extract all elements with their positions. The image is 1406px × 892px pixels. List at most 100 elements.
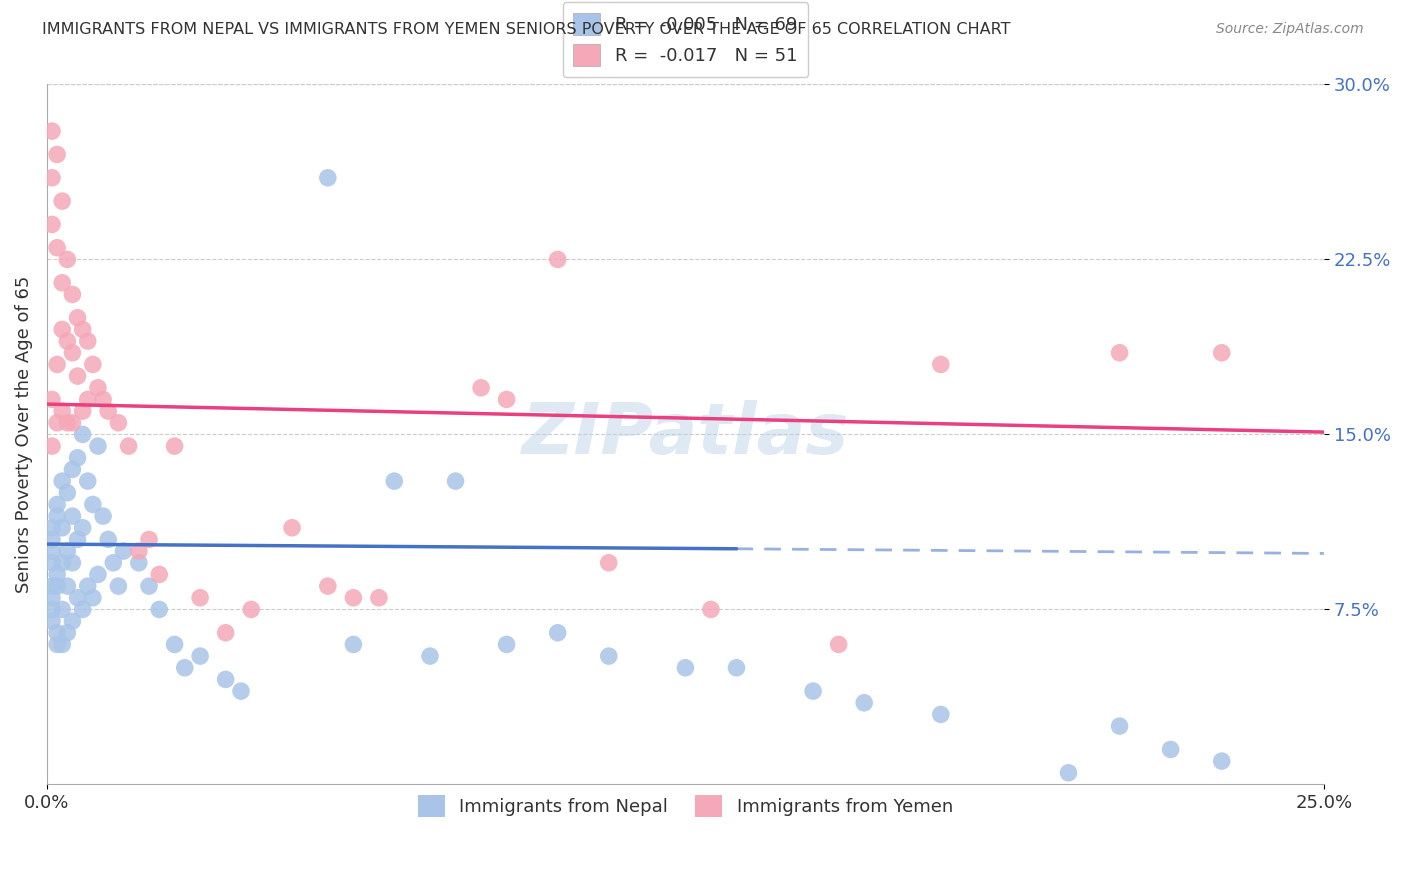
Point bbox=[62, 556, 84, 570]
Point bbox=[240, 602, 263, 616]
Point bbox=[382, 474, 405, 488]
Point bbox=[72, 602, 94, 616]
Point bbox=[56, 334, 79, 348]
Point bbox=[51, 322, 73, 336]
Point bbox=[419, 649, 441, 664]
Point bbox=[700, 602, 723, 616]
Point bbox=[1211, 754, 1233, 768]
Point bbox=[46, 509, 69, 524]
Point bbox=[72, 521, 94, 535]
Point bbox=[97, 533, 120, 547]
Point bbox=[62, 287, 84, 301]
Point bbox=[51, 602, 73, 616]
Point bbox=[51, 404, 73, 418]
Point bbox=[367, 591, 389, 605]
Point bbox=[41, 556, 63, 570]
Point bbox=[128, 556, 150, 570]
Point bbox=[316, 170, 339, 185]
Point bbox=[41, 439, 63, 453]
Point bbox=[444, 474, 467, 488]
Point bbox=[128, 544, 150, 558]
Point bbox=[827, 637, 849, 651]
Point bbox=[72, 427, 94, 442]
Text: ZIPatlas: ZIPatlas bbox=[522, 400, 849, 469]
Point bbox=[46, 416, 69, 430]
Point bbox=[41, 392, 63, 407]
Point bbox=[76, 392, 98, 407]
Point bbox=[46, 358, 69, 372]
Point bbox=[62, 509, 84, 524]
Point bbox=[148, 567, 170, 582]
Y-axis label: Seniors Poverty Over the Age of 65: Seniors Poverty Over the Age of 65 bbox=[15, 276, 32, 593]
Point bbox=[547, 625, 569, 640]
Point bbox=[342, 591, 364, 605]
Text: IMMIGRANTS FROM NEPAL VS IMMIGRANTS FROM YEMEN SENIORS POVERTY OVER THE AGE OF 6: IMMIGRANTS FROM NEPAL VS IMMIGRANTS FROM… bbox=[42, 22, 1011, 37]
Point bbox=[87, 381, 110, 395]
Point bbox=[46, 579, 69, 593]
Point bbox=[56, 625, 79, 640]
Point bbox=[598, 556, 620, 570]
Point bbox=[1160, 742, 1182, 756]
Point bbox=[1108, 345, 1130, 359]
Point bbox=[66, 369, 89, 384]
Point bbox=[87, 567, 110, 582]
Point bbox=[97, 404, 120, 418]
Point bbox=[91, 509, 114, 524]
Legend: Immigrants from Nepal, Immigrants from Yemen: Immigrants from Nepal, Immigrants from Y… bbox=[411, 788, 960, 824]
Point bbox=[76, 579, 98, 593]
Point bbox=[66, 591, 89, 605]
Point bbox=[51, 194, 73, 208]
Point bbox=[41, 591, 63, 605]
Point bbox=[163, 439, 186, 453]
Point bbox=[72, 322, 94, 336]
Point bbox=[215, 673, 238, 687]
Point bbox=[66, 450, 89, 465]
Point bbox=[188, 591, 211, 605]
Point bbox=[87, 439, 110, 453]
Point bbox=[547, 252, 569, 267]
Point bbox=[56, 544, 79, 558]
Point bbox=[82, 358, 104, 372]
Point bbox=[495, 637, 517, 651]
Point bbox=[725, 661, 748, 675]
Point bbox=[188, 649, 211, 664]
Point bbox=[41, 579, 63, 593]
Point bbox=[62, 345, 84, 359]
Point bbox=[51, 474, 73, 488]
Point bbox=[929, 707, 952, 722]
Point bbox=[41, 544, 63, 558]
Point bbox=[46, 498, 69, 512]
Point bbox=[66, 310, 89, 325]
Point bbox=[41, 614, 63, 628]
Point bbox=[51, 276, 73, 290]
Point bbox=[598, 649, 620, 664]
Point bbox=[62, 614, 84, 628]
Point bbox=[62, 416, 84, 430]
Point bbox=[56, 416, 79, 430]
Point bbox=[107, 579, 129, 593]
Point bbox=[76, 334, 98, 348]
Point bbox=[117, 439, 139, 453]
Point bbox=[66, 533, 89, 547]
Point bbox=[215, 625, 238, 640]
Point bbox=[41, 533, 63, 547]
Point bbox=[56, 579, 79, 593]
Point bbox=[163, 637, 186, 651]
Point bbox=[173, 661, 195, 675]
Point bbox=[82, 591, 104, 605]
Point bbox=[46, 637, 69, 651]
Point bbox=[148, 602, 170, 616]
Point bbox=[138, 579, 160, 593]
Point bbox=[853, 696, 876, 710]
Text: Source: ZipAtlas.com: Source: ZipAtlas.com bbox=[1216, 22, 1364, 37]
Point bbox=[46, 241, 69, 255]
Point bbox=[1211, 345, 1233, 359]
Point bbox=[46, 567, 69, 582]
Point bbox=[229, 684, 252, 698]
Point bbox=[470, 381, 492, 395]
Point bbox=[929, 358, 952, 372]
Point bbox=[281, 521, 304, 535]
Point bbox=[51, 556, 73, 570]
Point bbox=[41, 218, 63, 232]
Point bbox=[46, 625, 69, 640]
